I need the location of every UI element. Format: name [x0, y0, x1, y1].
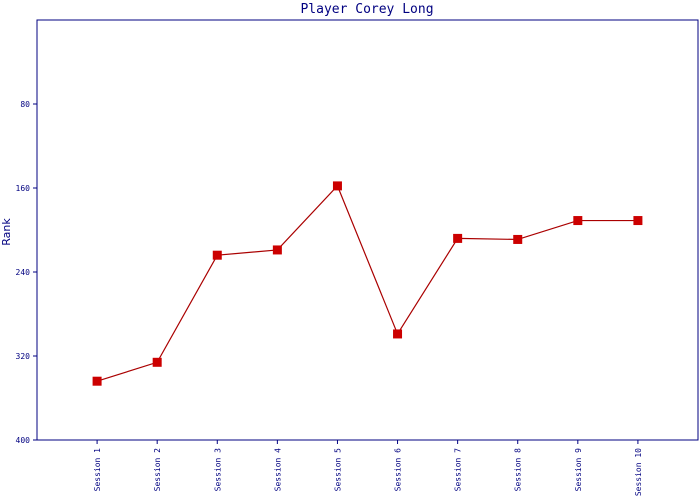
plot-frame — [36, 19, 699, 441]
x-tick-label: Session 6 — [394, 448, 403, 492]
x-tick-label: Session 3 — [213, 448, 222, 492]
y-tick-label: 240 — [16, 268, 31, 277]
marker — [573, 216, 583, 226]
line — [96, 184, 638, 382]
marker — [513, 234, 523, 244]
x-tick-label: Session 7 — [454, 448, 463, 492]
x-tick-label: Session 8 — [514, 448, 523, 492]
marker — [152, 357, 162, 367]
marker — [92, 376, 102, 386]
y-tick-label: 160 — [16, 184, 31, 193]
marker — [332, 181, 342, 191]
marker — [633, 216, 643, 226]
marker — [393, 329, 403, 339]
x-tick-label: Session 2 — [153, 448, 162, 492]
chart-title: Player Corey Long — [300, 2, 433, 17]
marker — [453, 233, 463, 243]
marker — [272, 245, 282, 255]
x-tick-label: Session 9 — [574, 448, 583, 492]
x-tick-label: Session 4 — [273, 448, 282, 492]
y-axis-label: Rank — [0, 218, 13, 246]
marker — [212, 250, 222, 260]
y-tick-label: 80 — [20, 100, 30, 109]
x-tick-label: Session 5 — [333, 448, 342, 492]
y-tick-label: 400 — [16, 436, 31, 445]
x-tick-label: Session 10 — [634, 448, 643, 496]
x-tick-label: Session 1 — [93, 448, 102, 492]
y-tick-label: 320 — [16, 352, 31, 361]
